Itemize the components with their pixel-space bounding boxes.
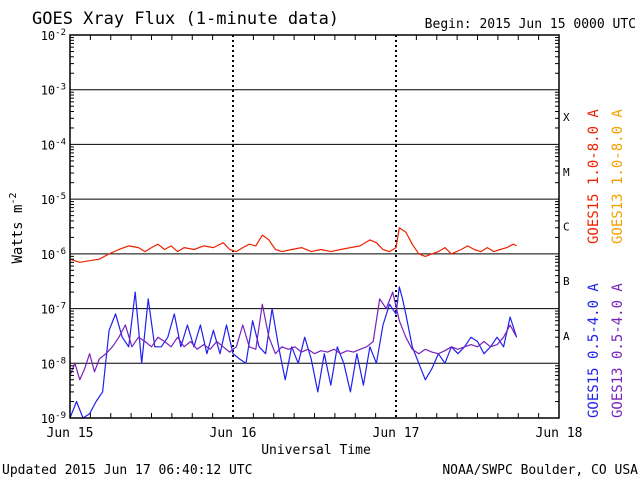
flare-class-label: B (563, 275, 570, 288)
y-tick-label: 10-8 (41, 356, 66, 371)
flare-class-label: M (563, 166, 570, 179)
y-tick-base: 10 (41, 357, 55, 371)
y-tick-base: 10 (41, 248, 55, 262)
begin-label: Begin: 2015 Jun 15 0000 UTC (425, 17, 636, 32)
y-tick-base: 10 (41, 29, 55, 43)
x-axis-label: Universal Time (261, 443, 371, 458)
flare-class-label: X (563, 111, 570, 124)
x-tick-label: Jun 15 (47, 426, 94, 441)
y-tick-exponent: -6 (55, 247, 66, 257)
series-line-goes13-0-5-4-0-a (69, 291, 518, 381)
y-axis-label: Watts m-2 (8, 192, 26, 263)
footer-credit: NOAA/SWPC Boulder, CO USA (442, 463, 638, 478)
footer-updated: Updated 2015 Jun 17 06:40:12 UTC (2, 463, 252, 478)
y-tick-exponent: -2 (55, 28, 66, 38)
series-line-goes15-1-0-8-0-a (69, 227, 517, 263)
plot-frame (69, 34, 560, 419)
y-tick-exponent: -5 (55, 192, 66, 202)
grid-layer (70, 35, 559, 418)
legend-goes13-short: GOES13 0.5-4.0 A (610, 283, 626, 418)
y-axis-label-sup: -2 (8, 192, 19, 204)
y-tick-exponent: -4 (55, 137, 66, 147)
y-tick-exponent: -9 (55, 411, 66, 421)
y-tick-label: 10-4 (41, 137, 66, 152)
legend-goes15-short: GOES15 0.5-4.0 A (586, 283, 602, 418)
x-tick-label: Jun 18 (536, 426, 583, 441)
y-tick-label: 10-6 (41, 247, 66, 262)
y-tick-label: 10-3 (41, 83, 66, 98)
y-tick-exponent: -3 (55, 83, 66, 93)
y-tick-base: 10 (41, 138, 55, 152)
x-tick-label: Jun 17 (373, 426, 420, 441)
series-line-goes15-0-5-4-0-a (69, 286, 518, 419)
y-tick-label: 10-5 (41, 192, 66, 207)
y-tick-exponent: -8 (55, 356, 66, 366)
y-tick-base: 10 (41, 84, 55, 98)
y-tick-base: 10 (41, 412, 55, 426)
y-tick-base: 10 (41, 193, 55, 207)
y-tick-label: 10-7 (41, 302, 66, 317)
flare-class-label: C (563, 221, 570, 234)
y-tick-base: 10 (41, 303, 55, 317)
legend-goes13-long: GOES13 1.0-8.0 A (610, 109, 626, 244)
series-layer (69, 227, 518, 419)
y-tick-label: 10-2 (41, 28, 66, 43)
x-tick-label: Jun 16 (210, 426, 257, 441)
chart-title: GOES Xray Flux (1-minute data) (32, 9, 339, 29)
y-tick-exponent: -7 (55, 302, 66, 312)
legend-goes15-long: GOES15 1.0-8.0 A (586, 109, 602, 244)
y-axis-label-main: Watts m (10, 205, 26, 264)
flare-class-label: A (563, 330, 570, 343)
y-tick-label: 10-9 (41, 411, 66, 426)
